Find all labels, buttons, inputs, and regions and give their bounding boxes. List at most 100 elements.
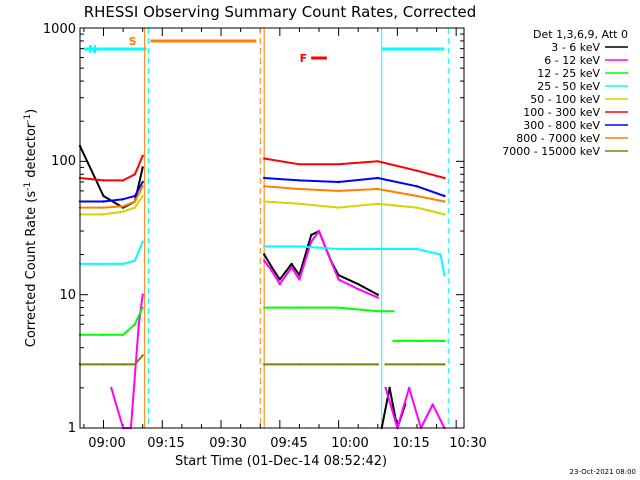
data-point	[310, 233, 313, 237]
data-point	[137, 323, 140, 326]
axis-ticks	[80, 27, 464, 429]
data-point	[110, 386, 113, 390]
data-point	[121, 179, 125, 182]
series-line	[381, 248, 446, 276]
data-point	[337, 363, 340, 366]
data-point	[121, 210, 125, 213]
x-tick-label: 09:00	[88, 436, 125, 451]
flag-label: S	[129, 35, 137, 48]
data-point	[298, 306, 301, 309]
data-point	[133, 206, 137, 209]
data-point	[121, 262, 125, 266]
plot-frame	[79, 27, 465, 429]
x-tick-label: 10:30	[449, 436, 486, 451]
data-point	[443, 194, 446, 198]
data-point	[141, 194, 144, 198]
data-point	[337, 180, 340, 184]
data-point	[263, 253, 266, 256]
data-point	[376, 176, 379, 180]
data-point	[141, 293, 144, 296]
series-line	[264, 200, 445, 216]
data-point	[337, 206, 340, 209]
data-point	[407, 386, 411, 390]
data-point	[443, 200, 446, 203]
data-point	[298, 245, 301, 248]
data-point	[102, 333, 105, 336]
series	[78, 154, 446, 182]
data-point	[443, 274, 446, 277]
data-point	[133, 323, 137, 326]
data-point	[263, 259, 266, 262]
data-point	[263, 363, 266, 366]
chart-title: RHESSI Observing Summary Count Rates, Co…	[84, 3, 477, 21]
data-point	[121, 363, 125, 366]
data-point	[290, 262, 293, 266]
series	[78, 306, 446, 343]
series	[78, 144, 407, 430]
data-point	[102, 200, 105, 203]
series	[78, 176, 446, 203]
data-point	[141, 306, 144, 309]
data-point	[263, 200, 266, 203]
data-point	[415, 169, 419, 172]
data-point	[415, 339, 419, 343]
data-point	[278, 282, 281, 286]
data-point	[415, 185, 419, 188]
data-point	[102, 179, 105, 182]
y-axis-label-part: )	[24, 109, 39, 114]
data-point	[443, 213, 446, 216]
data-point	[392, 310, 395, 313]
series-line	[79, 145, 144, 209]
series	[78, 194, 446, 216]
data-point	[298, 363, 301, 366]
series	[110, 229, 446, 430]
series	[78, 185, 446, 209]
series	[78, 354, 446, 366]
data-point	[329, 259, 332, 262]
data-point	[376, 363, 379, 366]
x-tick-label: 10:00	[331, 436, 368, 451]
series-line	[80, 307, 144, 336]
data-point	[357, 282, 360, 286]
data-point	[431, 403, 434, 406]
y-axis-label-superscript: -1	[23, 182, 33, 191]
data-point	[310, 240, 313, 243]
data-point	[337, 247, 340, 251]
data-point	[133, 259, 137, 262]
data-point	[415, 363, 419, 366]
x-tick-label: 10:15	[392, 436, 429, 451]
y-tick-label: 100	[51, 154, 76, 169]
data-point	[415, 206, 419, 209]
series-line	[264, 157, 445, 179]
data-point	[263, 245, 266, 248]
y-axis-label-part: detector	[24, 122, 39, 182]
data-point	[376, 247, 379, 251]
series-line	[264, 306, 394, 313]
series-line	[380, 386, 407, 429]
legend-label: 100 - 300 keV	[523, 106, 600, 119]
data-point	[263, 157, 266, 160]
data-point	[102, 206, 105, 209]
data-point	[121, 205, 125, 208]
series-line	[80, 354, 144, 366]
y-axis-label-part: Corrected Count Rate (s	[24, 191, 39, 348]
data-point	[263, 176, 266, 180]
y-tick-label: 1000	[43, 22, 76, 37]
data-point	[298, 179, 301, 182]
series-line	[264, 245, 382, 250]
data-point	[141, 166, 144, 169]
x-tick-label: 09:30	[209, 436, 246, 451]
data-point	[102, 363, 105, 366]
data-point	[443, 176, 446, 180]
series-line	[80, 181, 144, 203]
series-line	[263, 230, 379, 296]
data-point	[376, 160, 379, 163]
x-tick-label: 09:15	[147, 436, 184, 451]
data-point	[121, 198, 125, 201]
data-point	[443, 339, 446, 343]
y-tick-label: 1	[68, 421, 76, 436]
data-point	[298, 278, 301, 281]
